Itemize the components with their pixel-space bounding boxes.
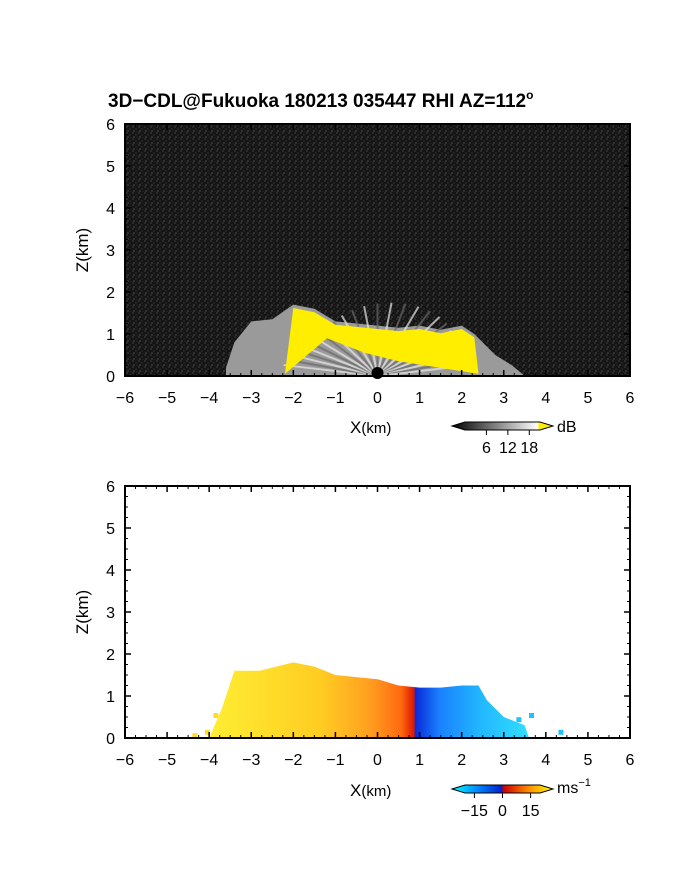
velocity-speckle	[204, 729, 210, 735]
x-tick-label: 0	[373, 390, 382, 407]
velocity-colorbar: −15 0 15 ms−1	[450, 777, 591, 820]
x-tick-label: −5	[158, 752, 176, 769]
chart-title: 3D−CDL@Fukuoka 180213 035447 RHI AZ=112o	[108, 88, 533, 112]
reflectivity-radial-streak	[320, 332, 379, 377]
reflectivity-radial-streak	[312, 343, 378, 377]
colorbar-tick-label: −15	[461, 803, 488, 820]
velocity-speckle	[192, 733, 198, 739]
velocity-speckle	[213, 713, 219, 718]
velocity-echo	[192, 662, 564, 739]
reflectivity-colorbar-bar	[450, 421, 555, 431]
y-tick-label: 5	[106, 521, 115, 538]
velocity-speckle	[529, 713, 534, 718]
reflectivity-echo	[226, 302, 525, 379]
y-tick-label: 2	[106, 285, 115, 302]
x-tick-label: 5	[583, 390, 592, 407]
x-tick-label: −4	[200, 390, 218, 407]
reflectivity-saturated-core	[284, 308, 479, 374]
reflectivity-radial-streak	[316, 338, 379, 377]
y-tick-label: 0	[106, 369, 115, 386]
x-tick-label: 5	[583, 752, 592, 769]
velocity-speckle	[558, 729, 564, 735]
x-tick-label: 3	[499, 390, 508, 407]
x-tick-label: −3	[242, 390, 260, 407]
velocity-ylabel: Z(km)	[73, 590, 92, 634]
velocity-panel: −6 −5 −4 −3 −2 −1 0 1 2 3 4 5 6 0 1 2 3 4 5 6 X(km) Z(km) −…	[73, 479, 635, 820]
x-tick-label: 4	[541, 390, 550, 407]
x-tick-label: 3	[499, 752, 508, 769]
colorbar-tick-label: 6	[482, 440, 491, 457]
y-tick-label: 0	[106, 731, 115, 748]
x-tick-label: 6	[626, 390, 635, 407]
x-tick-label: −1	[326, 390, 344, 407]
x-tick-label: −2	[284, 390, 302, 407]
x-tick-label: 2	[457, 752, 466, 769]
x-tick-label: −6	[116, 752, 134, 769]
reflectivity-colorbar-unit: dB	[557, 419, 577, 436]
y-tick-label: 6	[106, 117, 115, 134]
velocity-speckle	[516, 717, 522, 723]
colorbar-tick-label: 0	[498, 803, 507, 820]
x-tick-label: −1	[326, 752, 344, 769]
y-tick-label: 3	[106, 243, 115, 260]
velocity-colorbar-bar	[450, 784, 555, 794]
colorbar-tick-label: 18	[520, 440, 538, 457]
colorbar-tick-label: 15	[522, 803, 540, 820]
y-tick-label: 3	[106, 605, 115, 622]
y-tick-label: 1	[106, 689, 115, 706]
x-tick-label: 6	[626, 752, 635, 769]
x-tick-label: −4	[200, 752, 218, 769]
velocity-echo-field	[209, 662, 529, 738]
colorbar-tick-label: 12	[499, 440, 517, 457]
x-tick-label: −6	[116, 390, 134, 407]
x-tick-label: 0	[373, 752, 382, 769]
y-tick-label: 2	[106, 647, 115, 664]
x-tick-label: −2	[284, 752, 302, 769]
x-tick-label: 1	[415, 752, 424, 769]
velocity-axes: −6 −5 −4 −3 −2 −1 0 1 2 3 4 5 6 0 1 2 3 4 5 6	[106, 479, 634, 769]
velocity-xlabel: X(km)	[350, 781, 391, 800]
reflectivity-ylabel: Z(km)	[73, 228, 92, 272]
y-tick-label: 1	[106, 327, 115, 344]
velocity-colorbar-unit: ms−1	[557, 777, 591, 797]
y-tick-label: 6	[106, 479, 115, 496]
x-tick-label: 2	[457, 390, 466, 407]
x-tick-label: −5	[158, 390, 176, 407]
x-tick-label: −3	[242, 752, 260, 769]
x-tick-label: 1	[415, 390, 424, 407]
reflectivity-axes: −6 −5 −4 −3 −2 −1 0 1 2 3 4 5 6 0 1 2 3 4 5 6	[106, 117, 634, 407]
reflectivity-xlabel: X(km)	[350, 418, 391, 437]
y-tick-label: 5	[106, 159, 115, 176]
y-tick-label: 4	[106, 563, 115, 580]
reflectivity-colorbar: 6 12 18 dB	[450, 419, 577, 457]
x-tick-label: 4	[541, 752, 550, 769]
y-tick-label: 4	[106, 201, 115, 218]
